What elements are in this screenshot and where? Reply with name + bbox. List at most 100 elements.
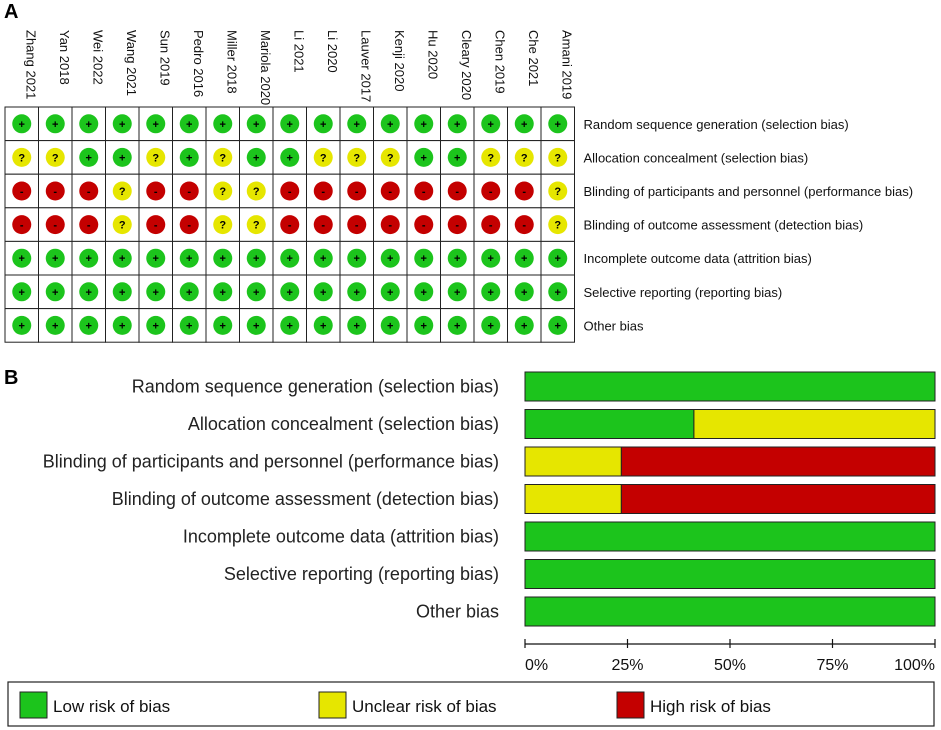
judgement-symbol-low: +: [186, 152, 192, 164]
judgement-symbol-low: +: [320, 287, 326, 299]
judgement-dot-high: [146, 181, 166, 201]
judgement-dot-high: [414, 181, 434, 201]
domain-label: Incomplete outcome data (attrition bias): [584, 251, 812, 266]
panel-a-letter: A: [4, 1, 18, 23]
judgement-dot-unclear: [112, 181, 132, 201]
judgement-symbol-low: +: [52, 320, 58, 332]
judgement-symbol-unclear: ?: [554, 220, 561, 232]
legend-swatch-low: [19, 691, 48, 719]
judgement-symbol-high: -: [187, 220, 191, 232]
judgement-symbol-low: +: [253, 320, 259, 332]
study-label: Mariola 2020: [258, 30, 273, 105]
risk-of-bias-graph: Random sequence generation (selection bi…: [43, 371, 936, 674]
judgement-dot-low: [45, 315, 65, 335]
judgement-symbol-unclear: ?: [487, 152, 494, 164]
bar-segment-high: [620, 484, 936, 514]
bar-segment-low: [524, 371, 936, 402]
judgement-dot-low: [280, 114, 300, 134]
judgement-symbol-unclear: ?: [387, 152, 394, 164]
judgement-symbol-unclear: ?: [219, 152, 226, 164]
judgement-dot-low: [280, 147, 300, 167]
judgement-dot-low: [12, 315, 32, 335]
grid-cell: [71, 240, 106, 276]
judgement-dot-low: [179, 282, 199, 302]
judgement-dot-low: [514, 315, 534, 335]
legend-box: [7, 681, 935, 727]
judgement-dot-low: [347, 114, 367, 134]
judgement-symbol-low: +: [119, 287, 125, 299]
judgement-symbol-unclear: ?: [152, 152, 159, 164]
judgement-dot-low: [414, 248, 434, 268]
judgement-dot-unclear: [146, 147, 166, 167]
study-label: Li 2020: [325, 30, 340, 73]
grid-cell: [339, 140, 374, 175]
judgement-dot-low: [213, 315, 233, 335]
bar-category-label: Blinding of participants and personnel (…: [43, 452, 499, 472]
judgement-dot-high: [280, 181, 300, 201]
judgement-dot-low: [313, 114, 333, 134]
judgement-symbol-unclear: ?: [119, 220, 126, 232]
judgement-dot-high: [12, 181, 32, 201]
judgement-symbol-high: -: [20, 186, 24, 198]
judgement-dot-low: [112, 114, 132, 134]
judgement-symbol-high: -: [87, 186, 91, 198]
judgement-dot-unclear: [514, 147, 534, 167]
judgement-symbol-high: -: [187, 186, 191, 198]
bar-segment-unclear: [693, 409, 936, 439]
judgement-symbol-unclear: ?: [119, 186, 126, 198]
judgement-dot-low: [447, 315, 467, 335]
domain-label: Allocation concealment (selection bias): [584, 150, 809, 165]
x-tick-label: 100%: [894, 657, 935, 674]
judgement-dot-high: [280, 215, 300, 235]
judgement-symbol-low: +: [287, 119, 293, 131]
judgement-symbol-low: +: [19, 287, 25, 299]
judgement-dot-high: [347, 215, 367, 235]
judgement-symbol-low: +: [488, 253, 494, 265]
judgement-dot-unclear: [213, 181, 233, 201]
judgement-dot-low: [45, 282, 65, 302]
judgement-symbol-low: +: [253, 253, 259, 265]
judgement-symbol-low: +: [421, 287, 427, 299]
judgement-dot-low: [380, 248, 400, 268]
judgement-symbol-high: -: [288, 186, 292, 198]
judgement-dot-low: [481, 248, 501, 268]
judgement-symbol-unclear: ?: [320, 152, 327, 164]
judgement-symbol-low: +: [19, 119, 25, 131]
judgement-symbol-low: +: [287, 287, 293, 299]
judgement-dot-high: [347, 181, 367, 201]
x-tick-label: 75%: [816, 657, 848, 674]
judgement-dot-low: [112, 248, 132, 268]
judgement-symbol-low: +: [220, 287, 226, 299]
judgement-symbol-low: +: [354, 253, 360, 265]
judgement-dot-low: [447, 282, 467, 302]
study-label: Cleary 2020: [459, 30, 474, 100]
study-label: Kenji 2020: [392, 30, 407, 91]
judgement-symbol-high: -: [489, 186, 493, 198]
judgement-symbol-low: +: [52, 287, 58, 299]
judgement-symbol-low: +: [119, 253, 125, 265]
judgement-symbol-low: +: [253, 119, 259, 131]
judgement-dot-low: [481, 114, 501, 134]
study-label: Che 2021: [526, 30, 541, 86]
judgement-dot-low: [514, 114, 534, 134]
judgement-dot-low: [347, 282, 367, 302]
grid-cell: [105, 274, 140, 310]
judgement-symbol-unclear: ?: [18, 152, 25, 164]
judgement-dot-unclear: [548, 181, 568, 201]
judgement-symbol-low: +: [387, 320, 393, 332]
grid-cell: [239, 140, 274, 175]
domain-label: Blinding of participants and personnel (…: [584, 184, 914, 199]
study-label: Chen 2019: [492, 30, 507, 94]
bar-segment-low: [524, 596, 936, 627]
study-label: Pedro 2016: [191, 30, 206, 97]
judgement-dot-high: [414, 215, 434, 235]
judgement-dot-low: [79, 248, 99, 268]
judgement-dot-low: [79, 315, 99, 335]
judgement-dot-low: [213, 114, 233, 134]
judgement-dot-low: [246, 248, 266, 268]
judgement-symbol-high: -: [20, 220, 24, 232]
judgement-symbol-low: +: [220, 253, 226, 265]
judgement-symbol-low: +: [488, 119, 494, 131]
judgement-symbol-low: +: [354, 287, 360, 299]
judgement-symbol-low: +: [320, 320, 326, 332]
